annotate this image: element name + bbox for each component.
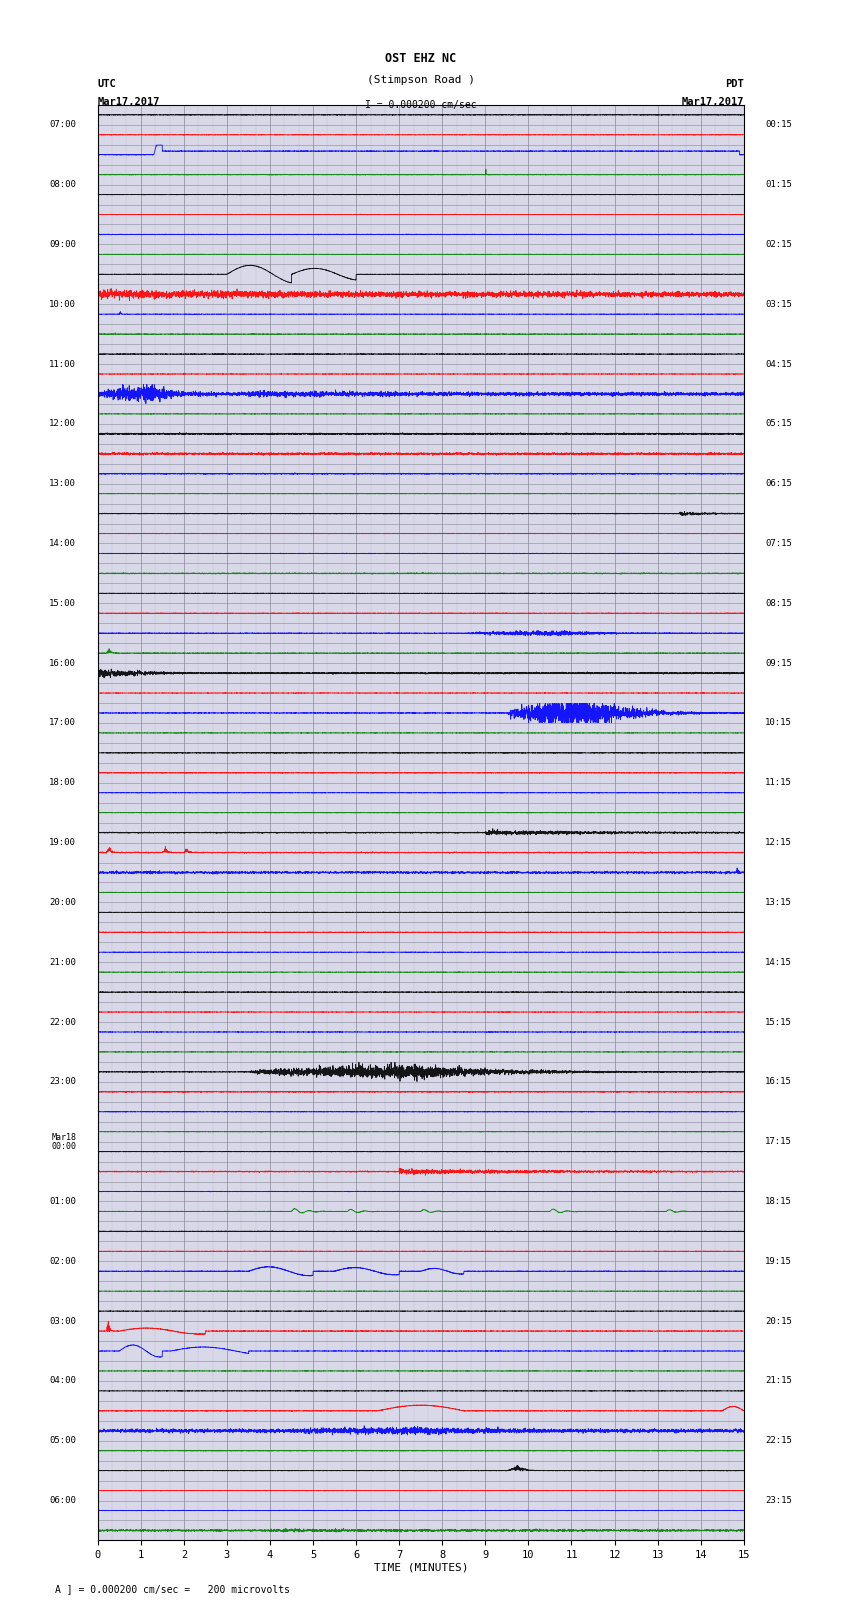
- Text: 22:00: 22:00: [49, 1018, 76, 1026]
- Text: 09:00: 09:00: [49, 240, 76, 248]
- Text: Mar18: Mar18: [51, 1132, 76, 1142]
- Text: 11:00: 11:00: [49, 360, 76, 368]
- Text: 14:15: 14:15: [765, 958, 792, 966]
- Text: 22:15: 22:15: [765, 1436, 792, 1445]
- Text: 23:00: 23:00: [49, 1077, 76, 1086]
- Text: 05:15: 05:15: [765, 419, 792, 429]
- Text: 08:00: 08:00: [49, 181, 76, 189]
- Text: 00:15: 00:15: [765, 121, 792, 129]
- Text: I = 0.000200 cm/sec: I = 0.000200 cm/sec: [365, 100, 477, 110]
- Text: PDT: PDT: [725, 79, 744, 89]
- Text: 21:00: 21:00: [49, 958, 76, 966]
- Text: 00:00: 00:00: [51, 1142, 76, 1150]
- Text: 08:15: 08:15: [765, 598, 792, 608]
- Text: OST EHZ NC: OST EHZ NC: [385, 52, 456, 65]
- Text: 03:15: 03:15: [765, 300, 792, 308]
- Text: 02:15: 02:15: [765, 240, 792, 248]
- Text: 11:15: 11:15: [765, 777, 792, 787]
- Text: Mar17,2017: Mar17,2017: [98, 97, 161, 106]
- Text: 18:15: 18:15: [765, 1197, 792, 1207]
- Text: Mar17,2017: Mar17,2017: [681, 97, 744, 106]
- Text: 16:15: 16:15: [765, 1077, 792, 1086]
- Text: 20:15: 20:15: [765, 1316, 792, 1326]
- Text: 16:00: 16:00: [49, 658, 76, 668]
- Text: 01:00: 01:00: [49, 1197, 76, 1207]
- Text: 17:15: 17:15: [765, 1137, 792, 1147]
- Text: 10:00: 10:00: [49, 300, 76, 308]
- Text: 13:00: 13:00: [49, 479, 76, 489]
- Text: 09:15: 09:15: [765, 658, 792, 668]
- Text: UTC: UTC: [98, 79, 116, 89]
- Text: 21:15: 21:15: [765, 1376, 792, 1386]
- Text: 17:00: 17:00: [49, 718, 76, 727]
- Text: 19:15: 19:15: [765, 1257, 792, 1266]
- Text: A ] = 0.000200 cm/sec =   200 microvolts: A ] = 0.000200 cm/sec = 200 microvolts: [55, 1584, 290, 1594]
- Text: (Stimpson Road ): (Stimpson Road ): [366, 76, 475, 85]
- Text: 10:15: 10:15: [765, 718, 792, 727]
- Text: 02:00: 02:00: [49, 1257, 76, 1266]
- Text: 13:15: 13:15: [765, 898, 792, 907]
- Text: 04:00: 04:00: [49, 1376, 76, 1386]
- Text: 01:15: 01:15: [765, 181, 792, 189]
- Text: 04:15: 04:15: [765, 360, 792, 368]
- Text: 07:15: 07:15: [765, 539, 792, 548]
- Text: 15:15: 15:15: [765, 1018, 792, 1026]
- Text: 06:15: 06:15: [765, 479, 792, 489]
- Text: 12:15: 12:15: [765, 839, 792, 847]
- Text: 12:00: 12:00: [49, 419, 76, 429]
- Text: 07:00: 07:00: [49, 121, 76, 129]
- Text: 03:00: 03:00: [49, 1316, 76, 1326]
- X-axis label: TIME (MINUTES): TIME (MINUTES): [373, 1563, 468, 1573]
- Text: 15:00: 15:00: [49, 598, 76, 608]
- Text: 19:00: 19:00: [49, 839, 76, 847]
- Text: 18:00: 18:00: [49, 777, 76, 787]
- Text: 14:00: 14:00: [49, 539, 76, 548]
- Text: 06:00: 06:00: [49, 1495, 76, 1505]
- Text: 20:00: 20:00: [49, 898, 76, 907]
- Text: 05:00: 05:00: [49, 1436, 76, 1445]
- Text: 23:15: 23:15: [765, 1495, 792, 1505]
